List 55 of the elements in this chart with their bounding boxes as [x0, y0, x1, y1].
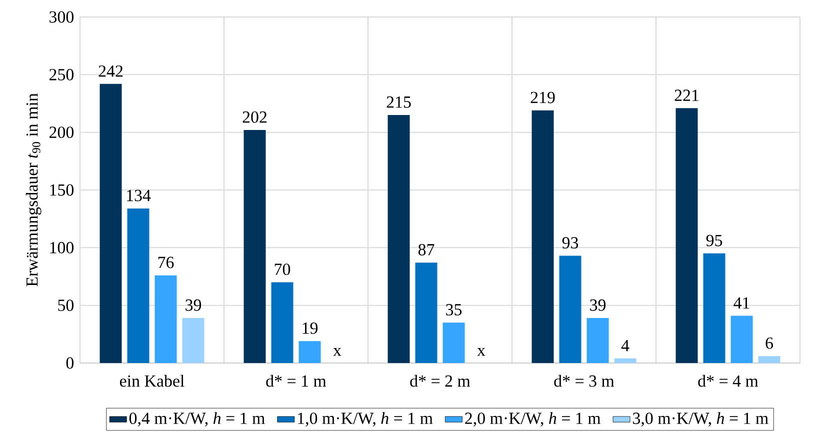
- legend-label: 3,0 m·K/W, h = 1 m: [633, 412, 768, 427]
- legend-label: 0,4 m·K/W, h = 1 m: [129, 412, 265, 427]
- bar: [703, 253, 726, 363]
- data-label: 202: [242, 111, 267, 123]
- data-label: 242: [98, 65, 123, 77]
- bar: [298, 341, 321, 363]
- bar: [182, 318, 204, 363]
- y-tick-label: 50: [58, 300, 74, 312]
- data-label: 76: [158, 256, 174, 268]
- bar: [244, 130, 266, 363]
- data-label: 215: [386, 96, 411, 108]
- bar: [559, 256, 582, 363]
- y-tick-label: 0: [66, 357, 74, 369]
- data-label: 87: [418, 244, 434, 256]
- data-label: 6: [766, 337, 773, 349]
- bar: [676, 108, 698, 363]
- x-tick-label: ein Kabel: [120, 374, 184, 387]
- data-label: 19: [302, 322, 318, 334]
- legend-label: 2,0 m·K/W, h = 1 m: [465, 412, 601, 427]
- data-label: 35: [446, 304, 462, 316]
- bar: [614, 358, 636, 363]
- bar: [154, 275, 177, 363]
- bar: [100, 84, 122, 363]
- bar: [271, 282, 294, 363]
- data-label: 4: [621, 340, 630, 352]
- legend-label: 1,0 m·K/W, h = 1 m: [298, 412, 433, 427]
- y-tick-label: 300: [50, 11, 74, 23]
- bar: [388, 115, 410, 363]
- y-tick-label: 150: [50, 184, 74, 196]
- data-label: 39: [186, 299, 202, 311]
- data-label: 95: [706, 234, 722, 246]
- y-tick-label: 250: [50, 68, 74, 80]
- x-tick-label: d* = 2 m: [410, 374, 470, 387]
- text: x: [333, 348, 342, 356]
- bar: [758, 356, 780, 363]
- x-tick-label: d* = 3 m: [554, 374, 614, 387]
- data-label: 219: [530, 92, 555, 104]
- bar: [586, 318, 609, 363]
- data-label: 93: [562, 237, 578, 249]
- data-label: 221: [674, 90, 698, 101]
- data-label: 39: [590, 299, 606, 311]
- text: x: [477, 348, 486, 356]
- y-tick-label: 200: [50, 126, 74, 138]
- data-label: 70: [274, 264, 290, 276]
- data-label: 134: [127, 190, 151, 202]
- bar: [532, 110, 554, 363]
- bar: [127, 208, 150, 363]
- bar: [730, 316, 753, 363]
- y-axis-title: Erwärmungsdauer t$_{90}$ in min: [26, 93, 42, 286]
- x-tick-label: d* = 4 m: [698, 374, 758, 387]
- x-tick-label: d* = 1 m: [266, 374, 326, 387]
- bar: [415, 262, 438, 363]
- bar: [442, 322, 465, 363]
- y-tick-label: 100: [50, 242, 74, 254]
- data-label: 41: [734, 297, 750, 308]
